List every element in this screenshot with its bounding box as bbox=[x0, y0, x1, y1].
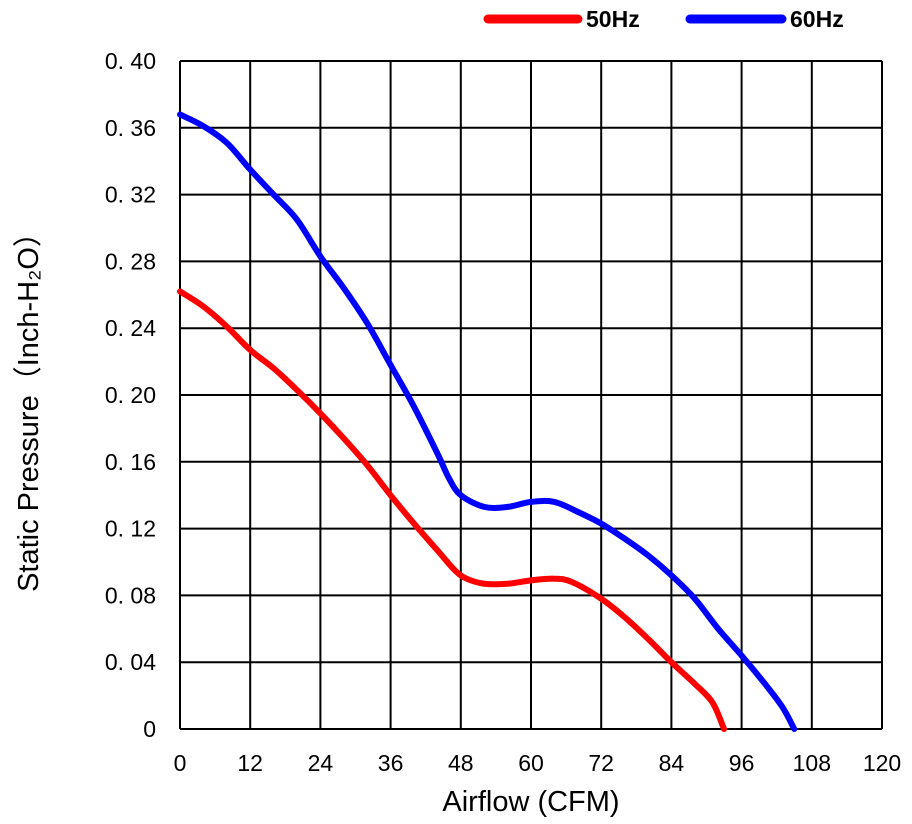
y-tick-label: 0. 32 bbox=[105, 182, 156, 208]
series-line-60hz bbox=[177, 111, 798, 732]
legend-label-50hz: 50Hz bbox=[586, 6, 640, 32]
y-tick-label: 0. 16 bbox=[105, 449, 156, 475]
x-tick-label: 48 bbox=[448, 750, 474, 776]
y-tick-label: 0. 20 bbox=[105, 382, 156, 408]
y-tick-label: 0. 04 bbox=[105, 649, 156, 675]
legend: 50Hz 60Hz bbox=[483, 6, 844, 32]
y-tick-label: 0. 36 bbox=[105, 115, 156, 141]
x-tick-label: 0 bbox=[174, 750, 187, 776]
y-tick-label: 0. 24 bbox=[105, 315, 156, 341]
y-tick-label: 0. 12 bbox=[105, 516, 156, 542]
tick-labels: 0 12 24 36 48 60 72 84 96 108 120 0 0. 04 0. 08 0. 12 0… bbox=[105, 48, 901, 776]
series-layer bbox=[177, 111, 798, 732]
x-tick-label: 60 bbox=[518, 750, 544, 776]
x-tick-label: 84 bbox=[659, 750, 685, 776]
x-tick-label: 24 bbox=[308, 750, 334, 776]
x-tick-label: 96 bbox=[729, 750, 755, 776]
y-axis-label: Static Pressure（Inch-H₂O） bbox=[13, 218, 45, 592]
x-tick-label: 36 bbox=[378, 750, 404, 776]
x-tick-label: 72 bbox=[588, 750, 614, 776]
y-tick-label: 0. 40 bbox=[105, 48, 156, 74]
x-tick-label: 12 bbox=[237, 750, 263, 776]
x-axis-label: Airflow (CFM) bbox=[442, 786, 619, 818]
x-tick-label: 108 bbox=[793, 750, 831, 776]
legend-label-60hz: 60Hz bbox=[790, 6, 844, 32]
x-tick-label: 120 bbox=[863, 750, 901, 776]
y-tick-label: 0. 08 bbox=[105, 582, 156, 608]
y-tick-label: 0. 28 bbox=[105, 248, 156, 274]
series-line-50hz bbox=[177, 288, 728, 732]
grid bbox=[179, 60, 883, 730]
y-tick-label: 0 bbox=[143, 716, 156, 742]
